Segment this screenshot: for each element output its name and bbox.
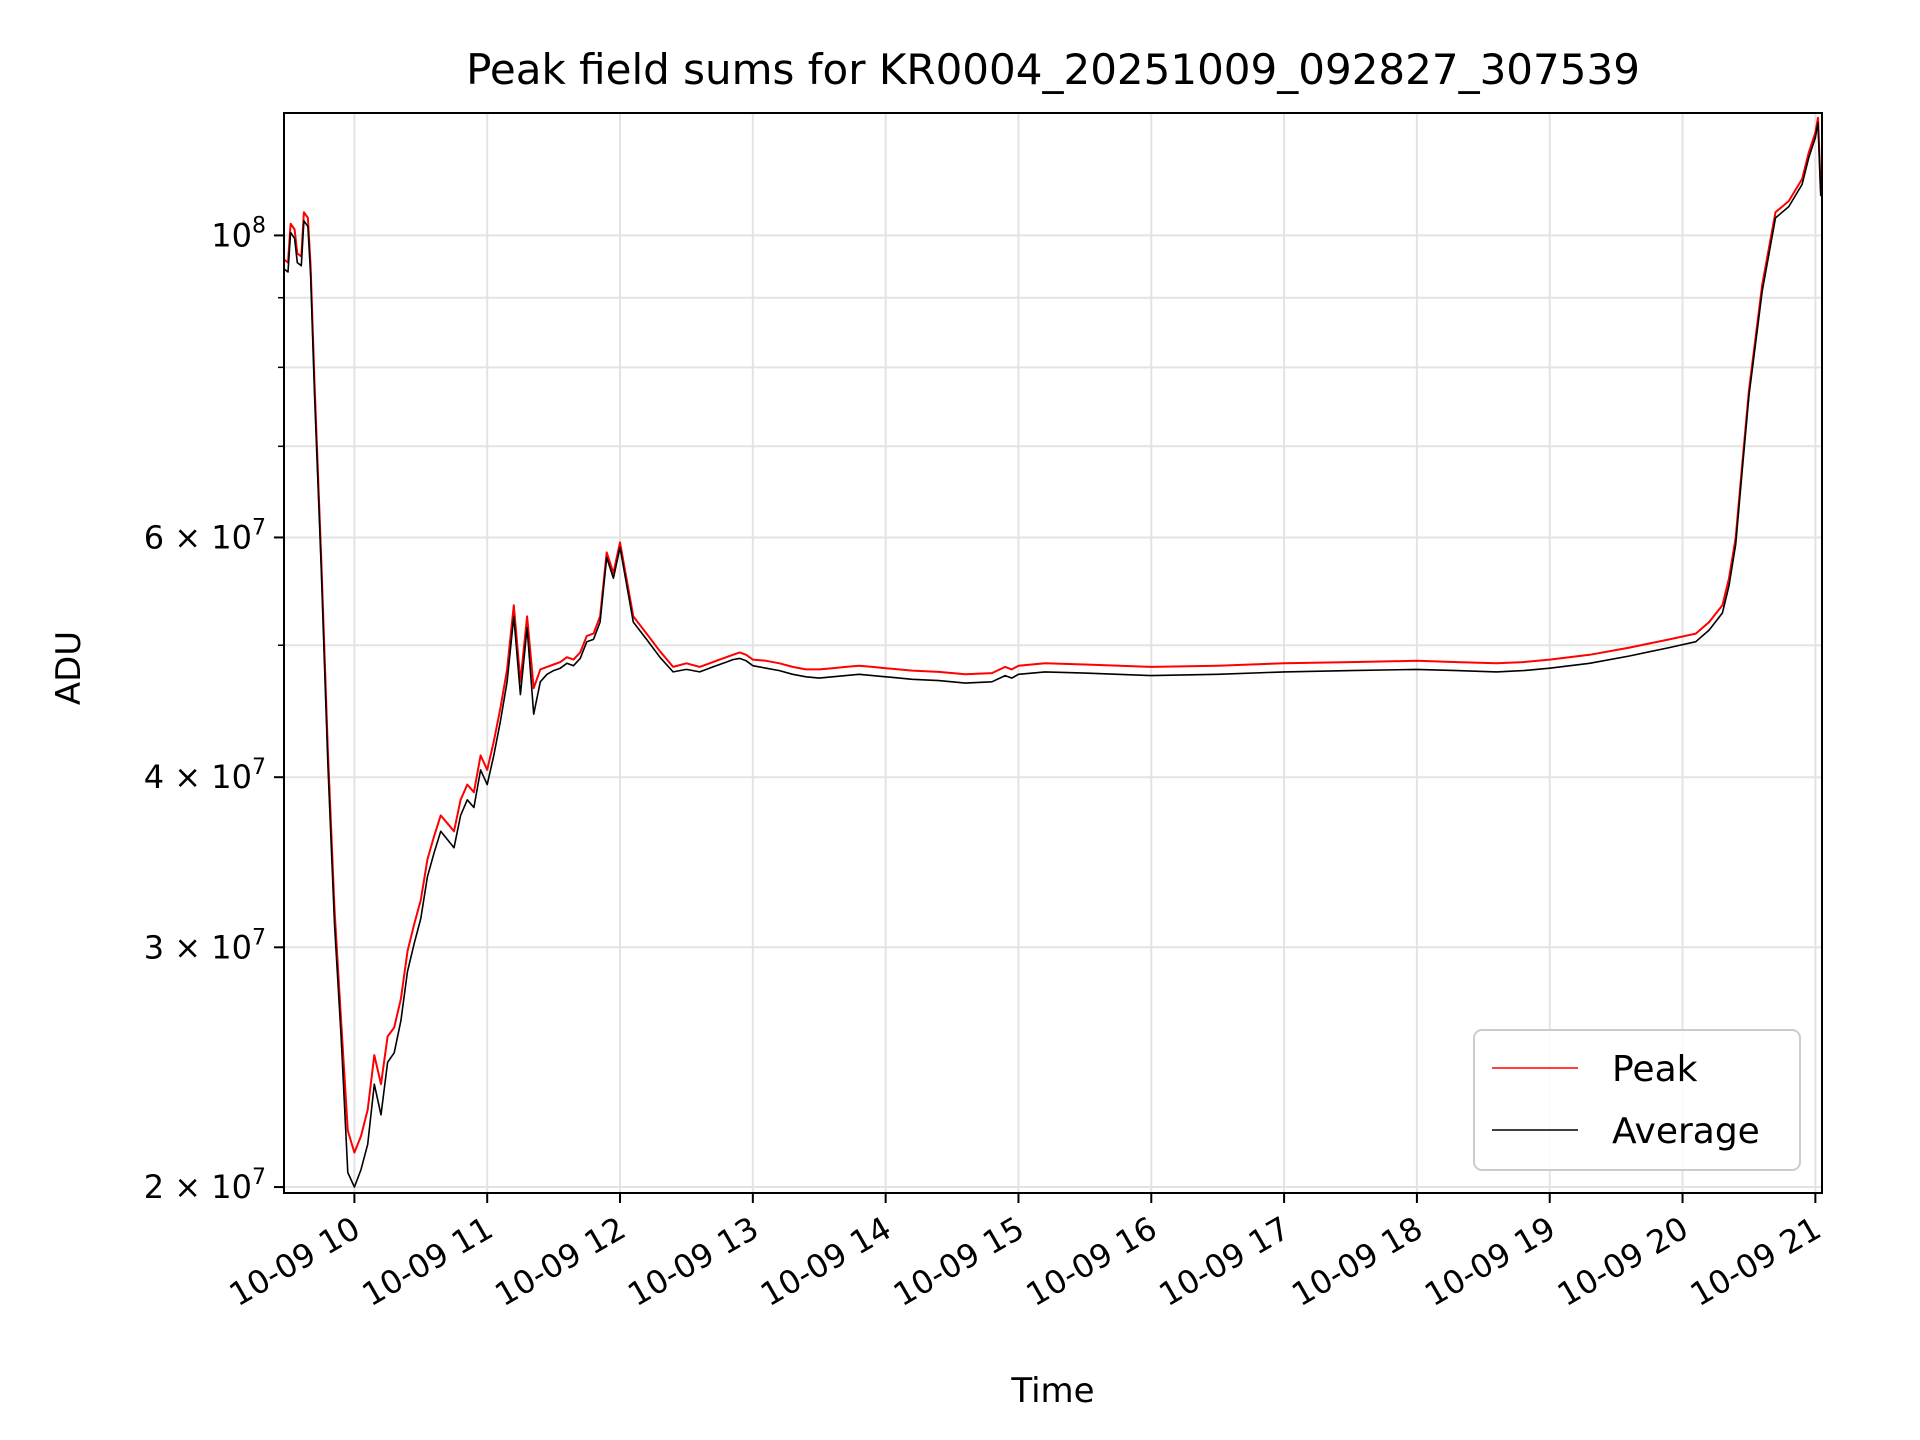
y-tick-label: 2 × 107 <box>144 1165 266 1206</box>
y-tick-label: 4 × 107 <box>144 755 266 796</box>
chart-title: Peak field sums for KR0004_20251009_0928… <box>466 45 1640 94</box>
legend: Peak Average <box>1473 1029 1801 1171</box>
series-line-average <box>283 121 1823 1188</box>
legend-label-average: Average <box>1612 1111 1760 1152</box>
y-tick-label: 3 × 107 <box>144 925 266 966</box>
grid <box>284 113 1822 1193</box>
series-line-peak <box>283 116 1823 1154</box>
plot-frame <box>283 112 1823 1194</box>
y-axis-label: ADU <box>49 631 89 705</box>
y-axis-ticks: 2 × 107 3 × 107 4 × 107 6 × 107 108 <box>144 213 284 1206</box>
y-tick-label: 108 <box>211 213 266 254</box>
series-layer <box>283 116 1823 1188</box>
legend-label-peak: Peak <box>1612 1049 1698 1090</box>
y-tick-label: 6 × 107 <box>144 515 266 556</box>
x-axis-label: Time <box>1010 1371 1094 1411</box>
legend-box <box>1473 1029 1801 1171</box>
